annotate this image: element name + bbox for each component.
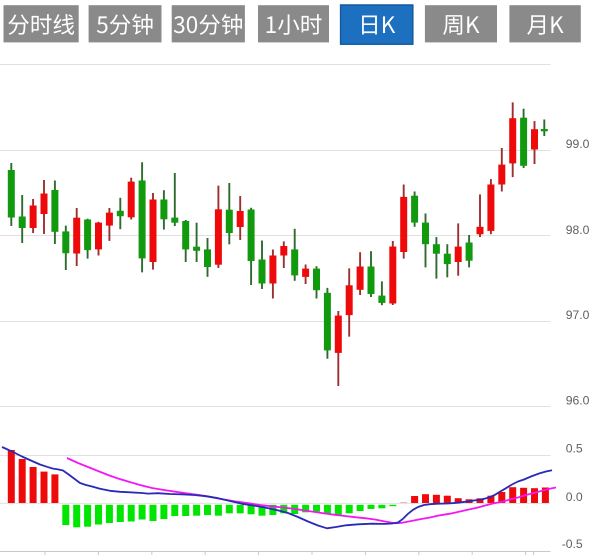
svg-text:96.0: 96.0: [566, 393, 590, 407]
svg-text:98.0: 98.0: [566, 223, 590, 237]
svg-text:0.5: 0.5: [566, 442, 583, 456]
svg-text:99.0: 99.0: [566, 137, 590, 151]
svg-text:97.0: 97.0: [566, 308, 590, 322]
svg-text:0.0: 0.0: [566, 490, 583, 504]
svg-text:-0.5: -0.5: [562, 537, 583, 551]
